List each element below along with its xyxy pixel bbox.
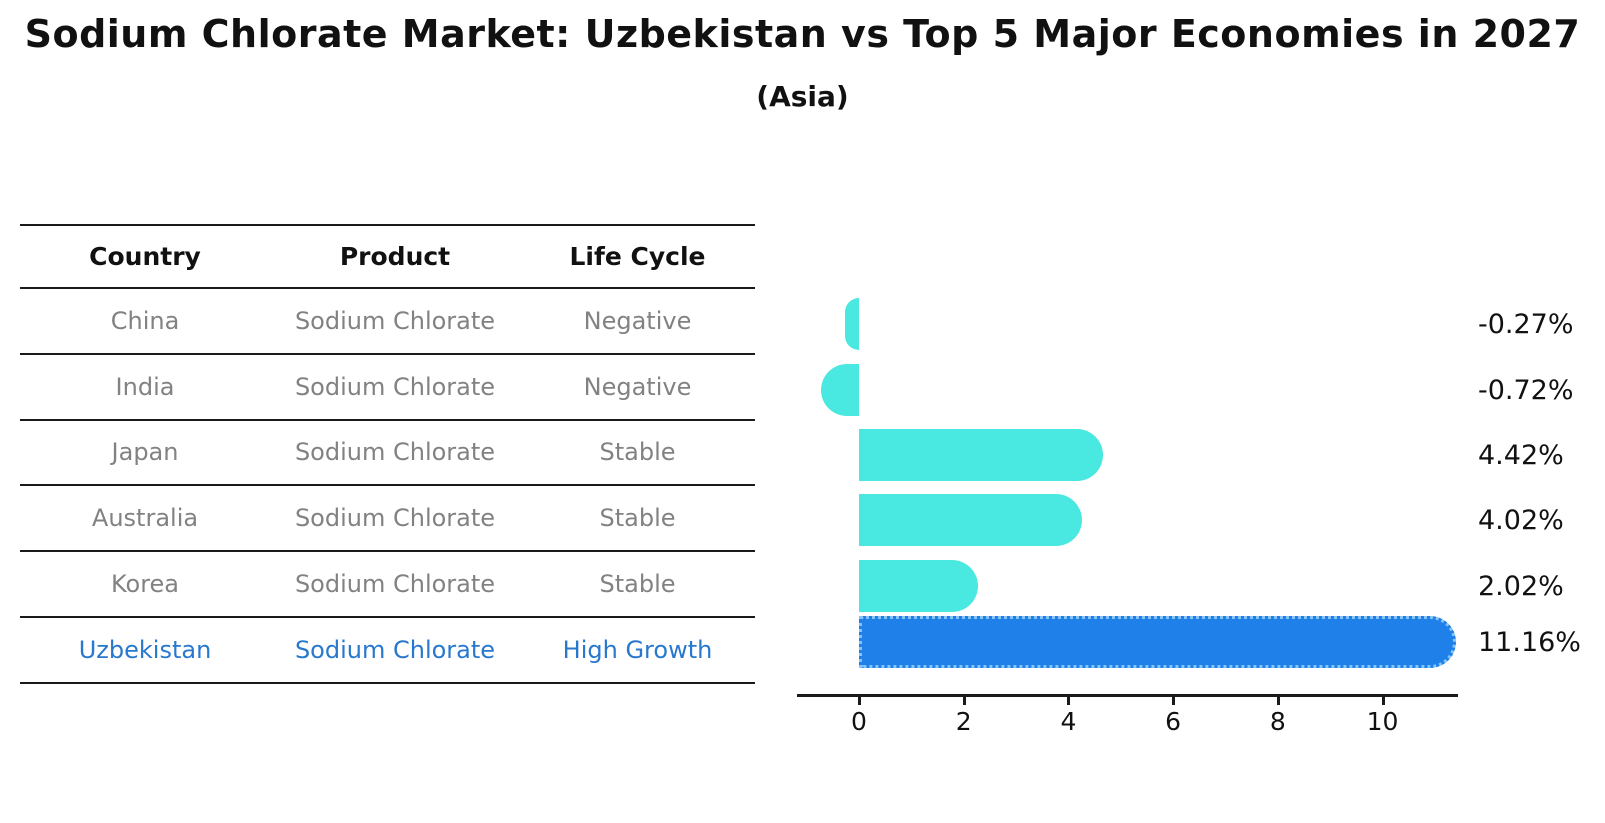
- cell-country: China: [110, 306, 180, 335]
- table-row: Korea Sodium Chlorate Stable: [20, 552, 755, 618]
- x-tick-label: 6: [1165, 707, 1182, 736]
- cell-country: Japan: [111, 438, 179, 467]
- cell-life-cycle: Negative: [583, 306, 692, 335]
- comparison-table: Country Product Life Cycle China Sodium C…: [20, 224, 755, 684]
- x-tick-label: 4: [1060, 707, 1077, 736]
- x-tick: [1172, 696, 1176, 705]
- value-label: 11.16%: [1478, 627, 1581, 658]
- x-tick-label: 2: [955, 707, 972, 736]
- bar-uzbekistan: [859, 616, 1457, 668]
- value-label: -0.72%: [1478, 375, 1574, 406]
- cell-life-cycle: Stable: [599, 504, 676, 533]
- header-product: Product: [339, 242, 451, 271]
- cell-product: Sodium Chlorate: [294, 570, 496, 599]
- header-lifecycle: Life Cycle: [569, 242, 706, 271]
- cell-life-cycle: Stable: [599, 438, 676, 467]
- table-body: China Sodium Chlorate Negative India Sodium …: [20, 289, 755, 684]
- cell-product: Sodium Chlorate: [294, 438, 496, 467]
- x-axis-line: [797, 694, 1458, 697]
- chart-title: Sodium Chlorate Market: Uzbekistan vs To…: [24, 12, 1581, 56]
- x-tick-label: 8: [1269, 707, 1286, 736]
- x-tick: [1381, 696, 1385, 705]
- bar-australia: [859, 494, 1083, 546]
- x-tick: [1067, 696, 1071, 705]
- table-row: China Sodium Chlorate Negative: [20, 289, 755, 355]
- cell-product: Sodium Chlorate: [294, 306, 496, 335]
- bar-korea: [859, 560, 978, 612]
- cell-country: Australia: [91, 504, 199, 533]
- cell-country: Korea: [110, 570, 180, 599]
- cell-life-cycle: High Growth: [562, 635, 713, 664]
- bar-japan: [859, 429, 1104, 481]
- cell-product: Sodium Chlorate: [294, 635, 496, 664]
- cell-country: India: [115, 372, 175, 401]
- bar-china: [844, 298, 859, 350]
- x-tick-label: 0: [851, 707, 867, 736]
- value-label: -0.27%: [1478, 309, 1574, 340]
- value-label: 2.02%: [1478, 571, 1564, 602]
- table-row: India Sodium Chlorate Negative: [20, 355, 755, 421]
- value-label: 4.42%: [1478, 440, 1564, 471]
- table-row: Uzbekistan Sodium Chlorate High Growth: [20, 618, 755, 684]
- x-tick: [858, 696, 861, 705]
- x-tick: [1276, 696, 1280, 705]
- x-tick: [962, 696, 966, 705]
- chart-subtitle: (Asia): [756, 80, 849, 113]
- cell-life-cycle: Negative: [583, 372, 692, 401]
- table-row: Japan Sodium Chlorate Stable: [20, 421, 755, 487]
- cell-product: Sodium Chlorate: [294, 504, 496, 533]
- header-country: Country: [89, 242, 201, 271]
- cell-product: Sodium Chlorate: [294, 372, 496, 401]
- bar-india: [821, 364, 859, 416]
- cell-country: Uzbekistan: [78, 635, 212, 664]
- cell-life-cycle: Stable: [599, 570, 676, 599]
- x-tick-label: 10: [1366, 707, 1399, 736]
- table-row: Australia Sodium Chlorate Stable: [20, 486, 755, 553]
- value-label: 4.02%: [1478, 505, 1564, 536]
- table-header-row: Country Product Life Cycle: [20, 224, 755, 289]
